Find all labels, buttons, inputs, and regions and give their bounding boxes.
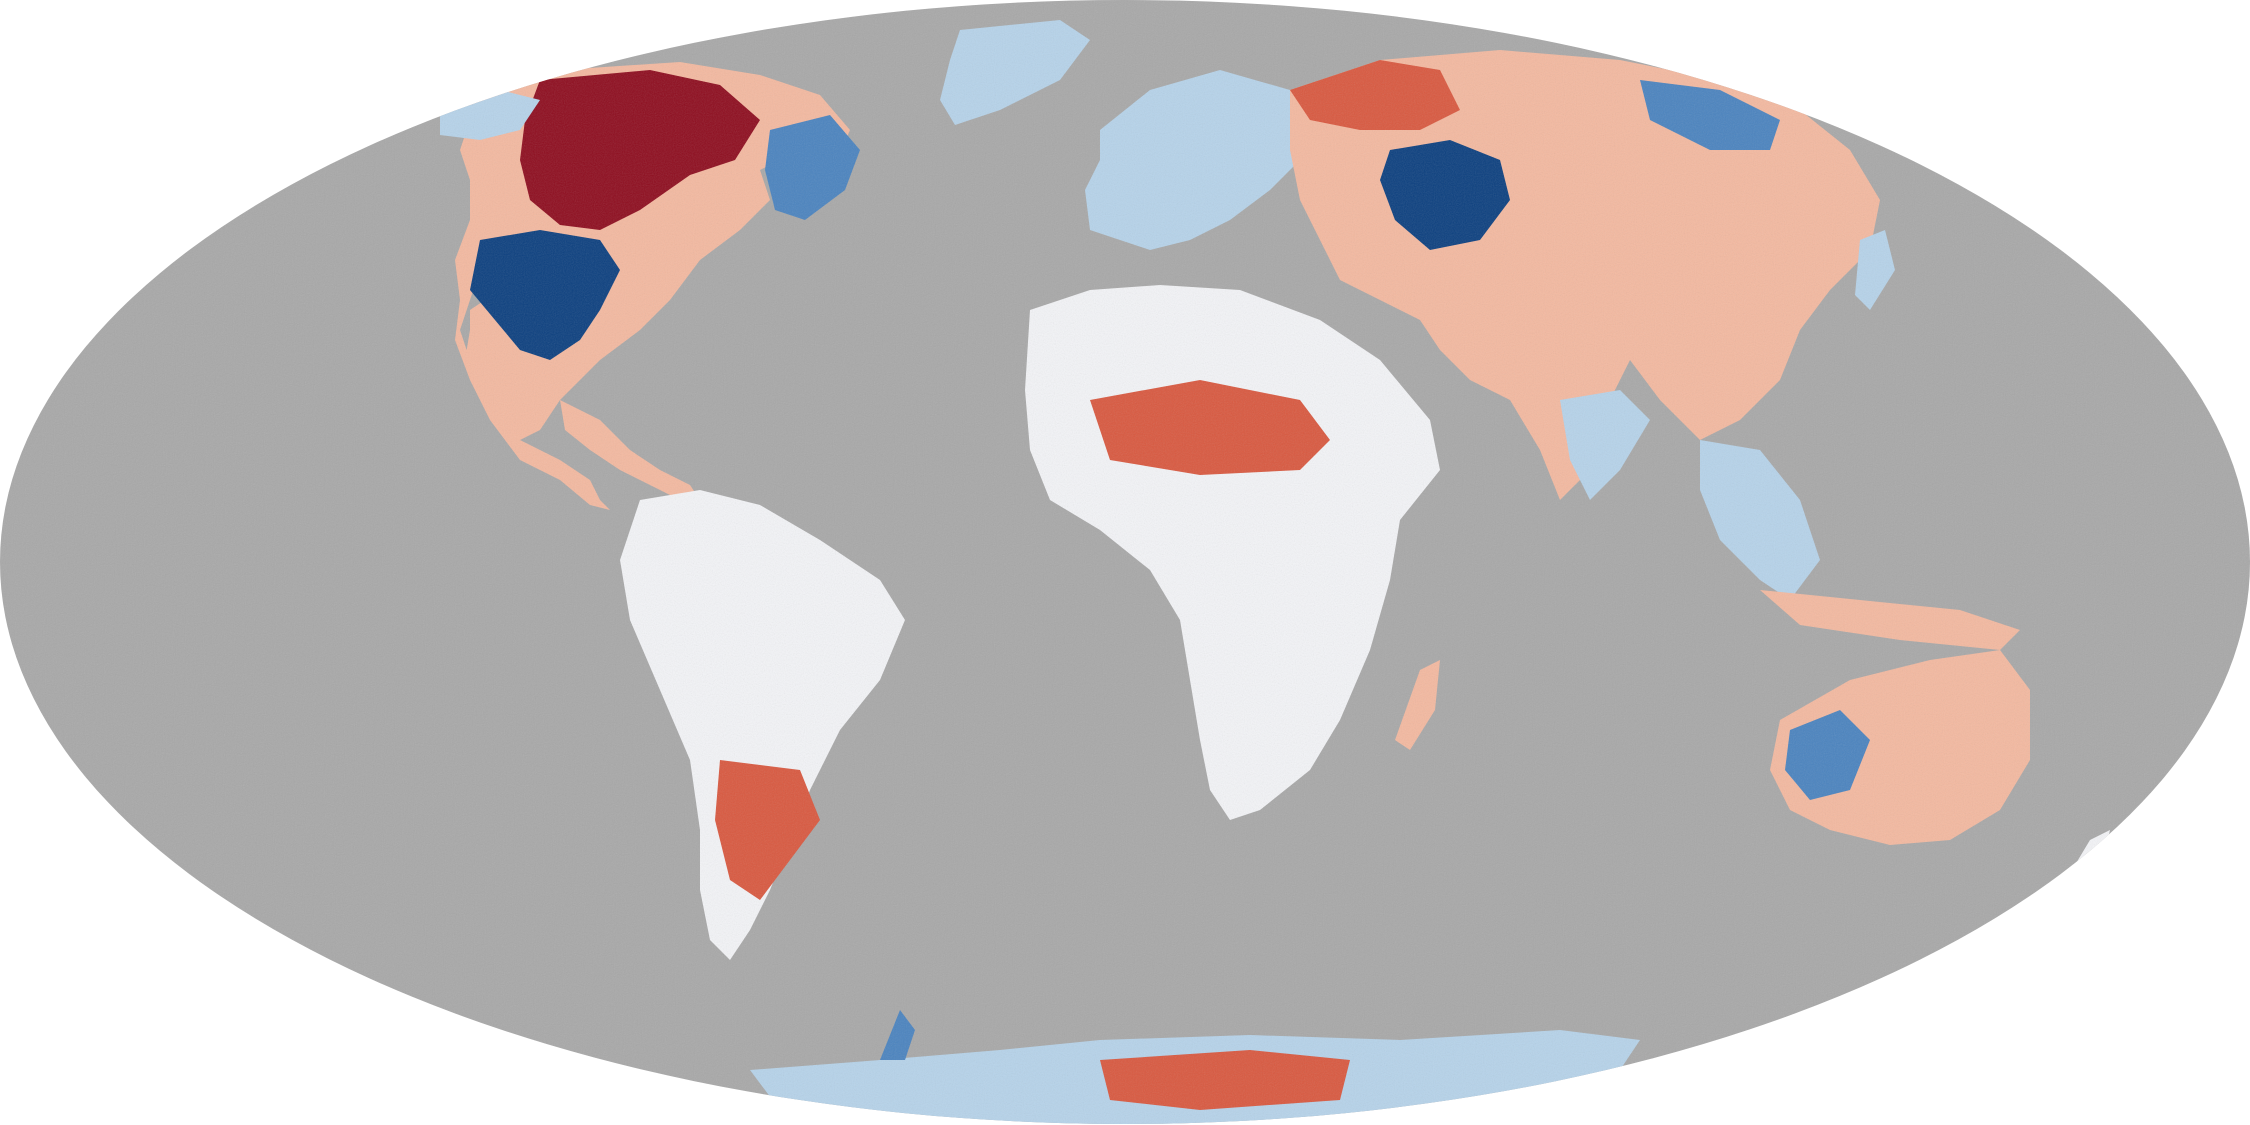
antarctica-east-region	[1100, 1050, 1350, 1110]
